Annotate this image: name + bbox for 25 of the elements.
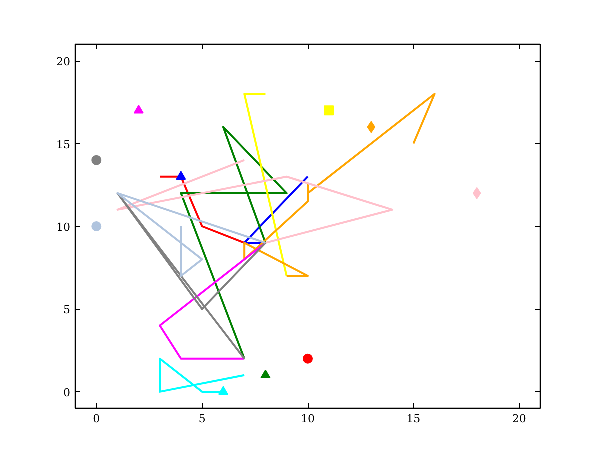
y-tick-label: 10 (56, 221, 71, 234)
line-series (180, 126, 288, 360)
x-tick-label: 5 (198, 412, 206, 426)
x-tick-label: 10 (301, 412, 315, 426)
line-series (116, 159, 394, 244)
point (324, 106, 334, 116)
line-series (116, 192, 267, 278)
line-series (244, 93, 436, 278)
y-tick-label: 15 (56, 138, 71, 152)
x-tick-label: 20 (512, 412, 526, 426)
point (218, 386, 228, 396)
point (92, 155, 102, 166)
line-series (116, 192, 267, 360)
point (367, 121, 376, 134)
y-tick-label: 0 (64, 386, 70, 400)
y-tick-label: 20 (56, 56, 71, 69)
point (176, 171, 186, 180)
x-tick-label: 15 (406, 412, 421, 426)
point (303, 354, 313, 364)
point (472, 187, 482, 200)
x-tick-label: 0 (93, 412, 100, 426)
point (92, 222, 102, 232)
point (134, 104, 144, 114)
y-tick-label: 5 (64, 304, 70, 317)
point (260, 370, 271, 379)
